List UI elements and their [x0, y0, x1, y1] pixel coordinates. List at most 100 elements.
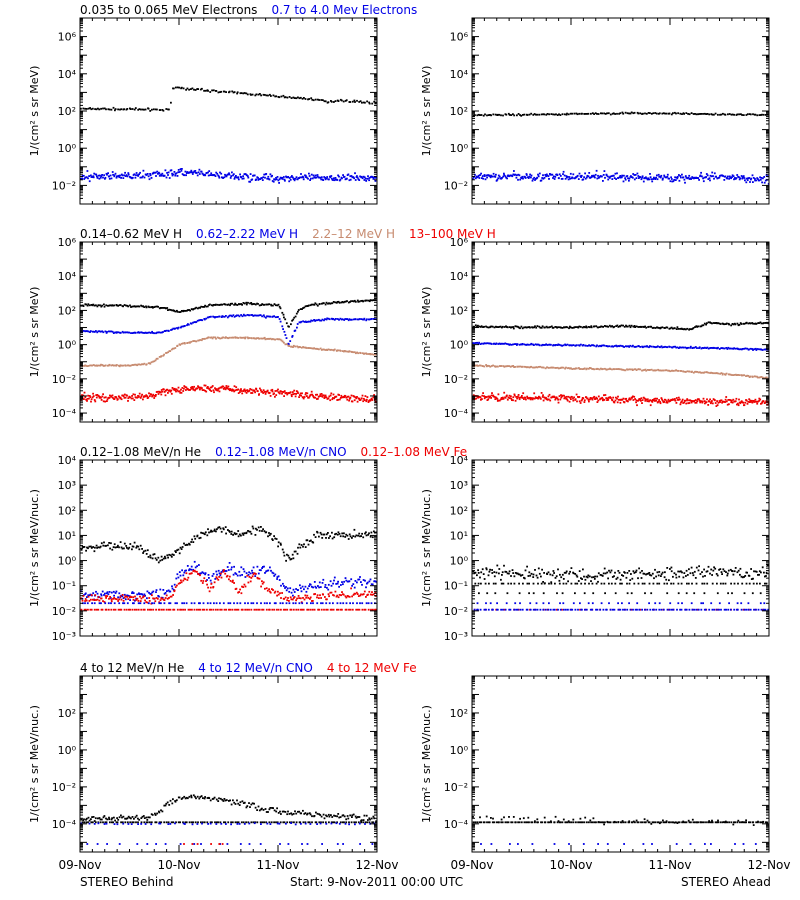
data-point — [141, 593, 144, 596]
data-point — [109, 547, 111, 550]
y-tick-label: 10² — [58, 304, 76, 317]
data-point — [586, 326, 588, 329]
data-point — [719, 113, 721, 116]
data-point — [644, 368, 647, 371]
data-point — [154, 557, 157, 560]
data-point — [554, 398, 557, 401]
data-point — [545, 175, 547, 178]
data-point — [110, 591, 113, 594]
data-point — [327, 532, 329, 534]
data-point — [481, 398, 483, 400]
data-point — [257, 314, 260, 317]
data-point — [559, 175, 562, 177]
data-point — [688, 328, 691, 330]
data-point — [600, 367, 602, 370]
data-point — [202, 532, 205, 535]
data-point — [223, 90, 226, 93]
data-point — [733, 400, 736, 403]
data-point — [295, 393, 297, 395]
data-point — [607, 112, 610, 115]
data-point — [560, 366, 563, 369]
data-point — [215, 171, 218, 174]
data-point — [277, 391, 280, 394]
data-point — [144, 395, 147, 398]
data-point — [527, 177, 530, 179]
data-point — [746, 402, 749, 405]
data-point — [164, 330, 166, 332]
data-point — [85, 176, 88, 179]
data-point — [350, 394, 353, 397]
data-point — [736, 403, 738, 406]
data-point — [185, 569, 187, 572]
data-point — [183, 325, 185, 328]
data-point — [285, 589, 288, 592]
data-point — [480, 325, 483, 328]
data-point — [656, 174, 658, 177]
data-point — [699, 174, 702, 177]
data-point — [738, 374, 741, 376]
data-point — [596, 177, 599, 180]
data-point — [594, 112, 597, 115]
data-point — [717, 401, 720, 404]
data-point — [228, 314, 231, 317]
data-point — [263, 336, 266, 339]
data-point — [138, 548, 141, 551]
data-point — [290, 345, 293, 348]
data-point — [504, 396, 507, 399]
data-point — [298, 97, 301, 100]
data-point — [218, 387, 220, 390]
data-point — [478, 341, 481, 344]
data-point — [86, 365, 89, 367]
data-point — [492, 364, 494, 367]
data-point — [675, 402, 678, 404]
data-point — [131, 397, 134, 400]
data-point — [339, 535, 342, 538]
data-point — [186, 544, 189, 546]
data-point — [658, 327, 660, 329]
data-point — [538, 113, 541, 116]
data-point — [157, 556, 160, 559]
data-point — [617, 177, 620, 179]
data-point — [93, 599, 96, 601]
data-point — [671, 346, 674, 349]
data-point — [523, 113, 526, 116]
data-point — [122, 331, 125, 334]
data-point — [183, 387, 185, 390]
data-point — [496, 365, 498, 368]
data-point — [197, 307, 199, 310]
data-point — [291, 553, 294, 556]
data-point — [252, 527, 255, 530]
data-point — [763, 181, 766, 184]
data-point — [483, 342, 486, 345]
data-point — [477, 396, 480, 398]
data-point — [153, 553, 156, 555]
data-point — [98, 395, 100, 398]
data-point — [171, 587, 174, 590]
data-point — [201, 319, 204, 322]
data-point — [576, 367, 578, 370]
data-point — [218, 337, 220, 339]
data-point — [743, 347, 746, 350]
data-point — [269, 566, 271, 569]
data-point — [334, 100, 337, 102]
data-point — [101, 330, 104, 333]
data-point — [658, 112, 661, 115]
data-point — [650, 178, 653, 181]
data-point — [716, 372, 718, 374]
data-point — [274, 395, 276, 398]
data-point — [760, 114, 762, 116]
data-point — [155, 394, 157, 396]
data-point — [472, 394, 475, 397]
data-point — [702, 347, 705, 349]
data-points — [472, 111, 769, 185]
data-point — [179, 311, 182, 313]
data-point — [209, 579, 212, 582]
data-point — [162, 589, 165, 591]
data-point — [478, 325, 481, 328]
data-point — [333, 397, 336, 400]
data-point — [299, 546, 302, 549]
data-point — [196, 565, 198, 568]
data-point — [545, 343, 548, 346]
data-point — [314, 302, 317, 305]
data-point — [172, 554, 175, 556]
